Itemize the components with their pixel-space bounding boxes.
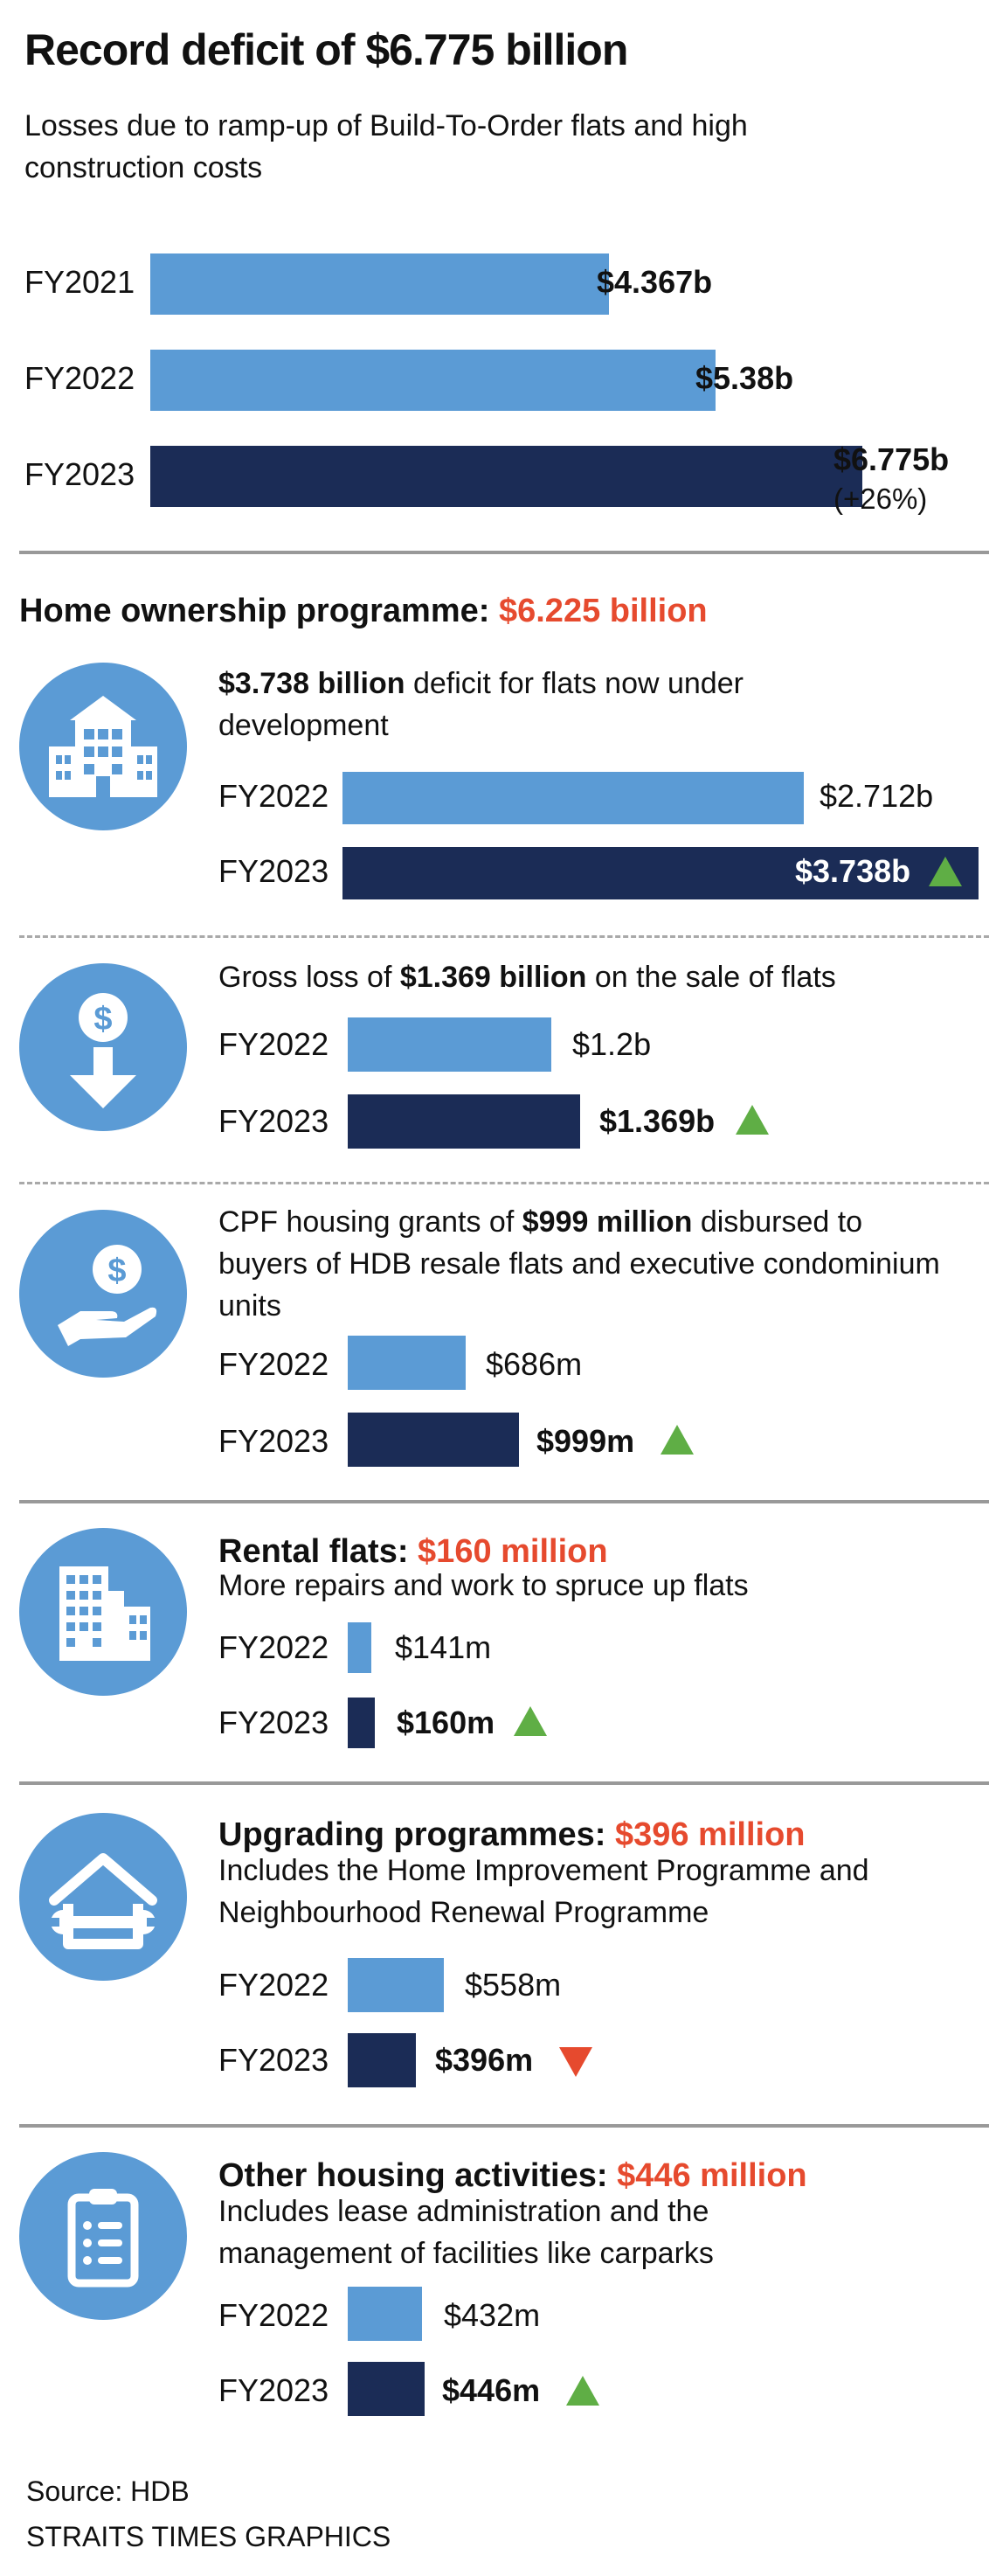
data-label: $446m (442, 2372, 541, 2408)
data-label: $432m (444, 2297, 541, 2333)
tick-label: FY2023 (24, 456, 135, 492)
apartment-icon (19, 1528, 187, 1696)
decrease-arrow-icon (559, 2047, 592, 2077)
bar (348, 1698, 375, 1748)
increase-arrow-icon (566, 2376, 599, 2406)
building-icon (19, 663, 187, 830)
bar (342, 772, 804, 824)
tick-label: FY2022 (218, 1629, 329, 1665)
data-label: $558m (465, 1967, 562, 2003)
tick-label: FY2023 (218, 853, 329, 889)
tick-label: FY2023 (218, 1705, 329, 1740)
bar (150, 253, 609, 315)
data-label: $1.2b (572, 1026, 652, 1062)
bar (348, 1622, 371, 1673)
section-divider (19, 1781, 989, 1785)
data-label: $160m (397, 1705, 495, 1740)
house-wrench-icon (19, 1813, 187, 1981)
page-title: Record deficit of $6.775 billion (24, 25, 628, 74)
source-note: Source: HDB (26, 2475, 190, 2507)
section-divider (19, 2124, 989, 2128)
section-description: CPF housing grants of $999 million disbu… (218, 1205, 940, 1323)
section-divider (19, 1500, 989, 1503)
section-divider (19, 1182, 989, 1184)
bar (348, 2033, 416, 2087)
bar (150, 350, 716, 411)
increase-arrow-icon (736, 1105, 769, 1135)
data-label: $686m (486, 1346, 583, 1382)
section-divider (19, 551, 989, 554)
increase-arrow-icon (929, 857, 962, 886)
section-heading: Rental flats: $160 million (218, 1533, 608, 1570)
tick-label: FY2022 (218, 778, 329, 814)
bar (342, 847, 979, 899)
tick-label: FY2023 (218, 1103, 329, 1139)
data-label: $396m (435, 2042, 534, 2078)
data-label: $999m (536, 1423, 635, 1459)
tick-label: FY2023 (218, 2042, 329, 2078)
change-note: (+26%) (833, 483, 928, 515)
hand-dollar-icon: $ (19, 1210, 187, 1378)
bar (150, 446, 862, 507)
section-description: Includes the Home Improvement Programme … (218, 1854, 869, 1929)
section-heading: Other housing activities: $446 million (218, 2157, 807, 2194)
data-label: $3.738b (795, 853, 911, 889)
tick-label: FY2022 (218, 2297, 329, 2333)
section-divider (19, 935, 989, 938)
increase-arrow-icon (661, 1425, 694, 1455)
clipboard-icon (19, 2152, 187, 2320)
tick-label: FY2021 (24, 264, 135, 300)
credit-line: STRAITS TIMES GRAPHICS (26, 2521, 391, 2552)
tick-label: FY2022 (218, 1026, 329, 1062)
section-description: Gross loss of $1.369 billion on the sale… (218, 961, 836, 994)
section-heading: Home ownership programme: $6.225 billion (19, 593, 708, 629)
section-heading: Upgrading programmes: $396 million (218, 1816, 806, 1853)
data-label: $2.712b (820, 778, 934, 814)
bar (348, 1017, 551, 1072)
section-description: Includes lease administration and the ma… (218, 2195, 714, 2270)
data-label: $141m (395, 1629, 492, 1665)
increase-arrow-icon (514, 1706, 547, 1736)
tick-label: FY2023 (218, 1423, 329, 1459)
bar (348, 2287, 422, 2341)
data-label: $6.775b (833, 441, 950, 477)
section-description: $3.738 billion deficit for flats now und… (218, 667, 744, 742)
svg-text:$: $ (107, 1253, 126, 1289)
dollar-down-icon: $ (19, 963, 187, 1131)
bar (348, 1413, 519, 1467)
tick-label: FY2022 (218, 1346, 329, 1382)
data-label: $4.367b (597, 264, 713, 300)
section-description: More repairs and work to spruce up flats (218, 1569, 749, 1602)
data-label: $5.38b (695, 360, 794, 396)
bar (348, 1958, 444, 2012)
svg-text:$: $ (93, 1001, 112, 1038)
bar (348, 1336, 466, 1390)
tick-label: FY2022 (24, 360, 135, 396)
bar (348, 2362, 425, 2416)
bar (348, 1094, 580, 1149)
page-subtitle: Losses due to ramp-up of Build-To-Order … (24, 109, 748, 184)
tick-label: FY2023 (218, 2372, 329, 2408)
data-label: $1.369b (599, 1103, 716, 1139)
tick-label: FY2022 (218, 1967, 329, 2003)
